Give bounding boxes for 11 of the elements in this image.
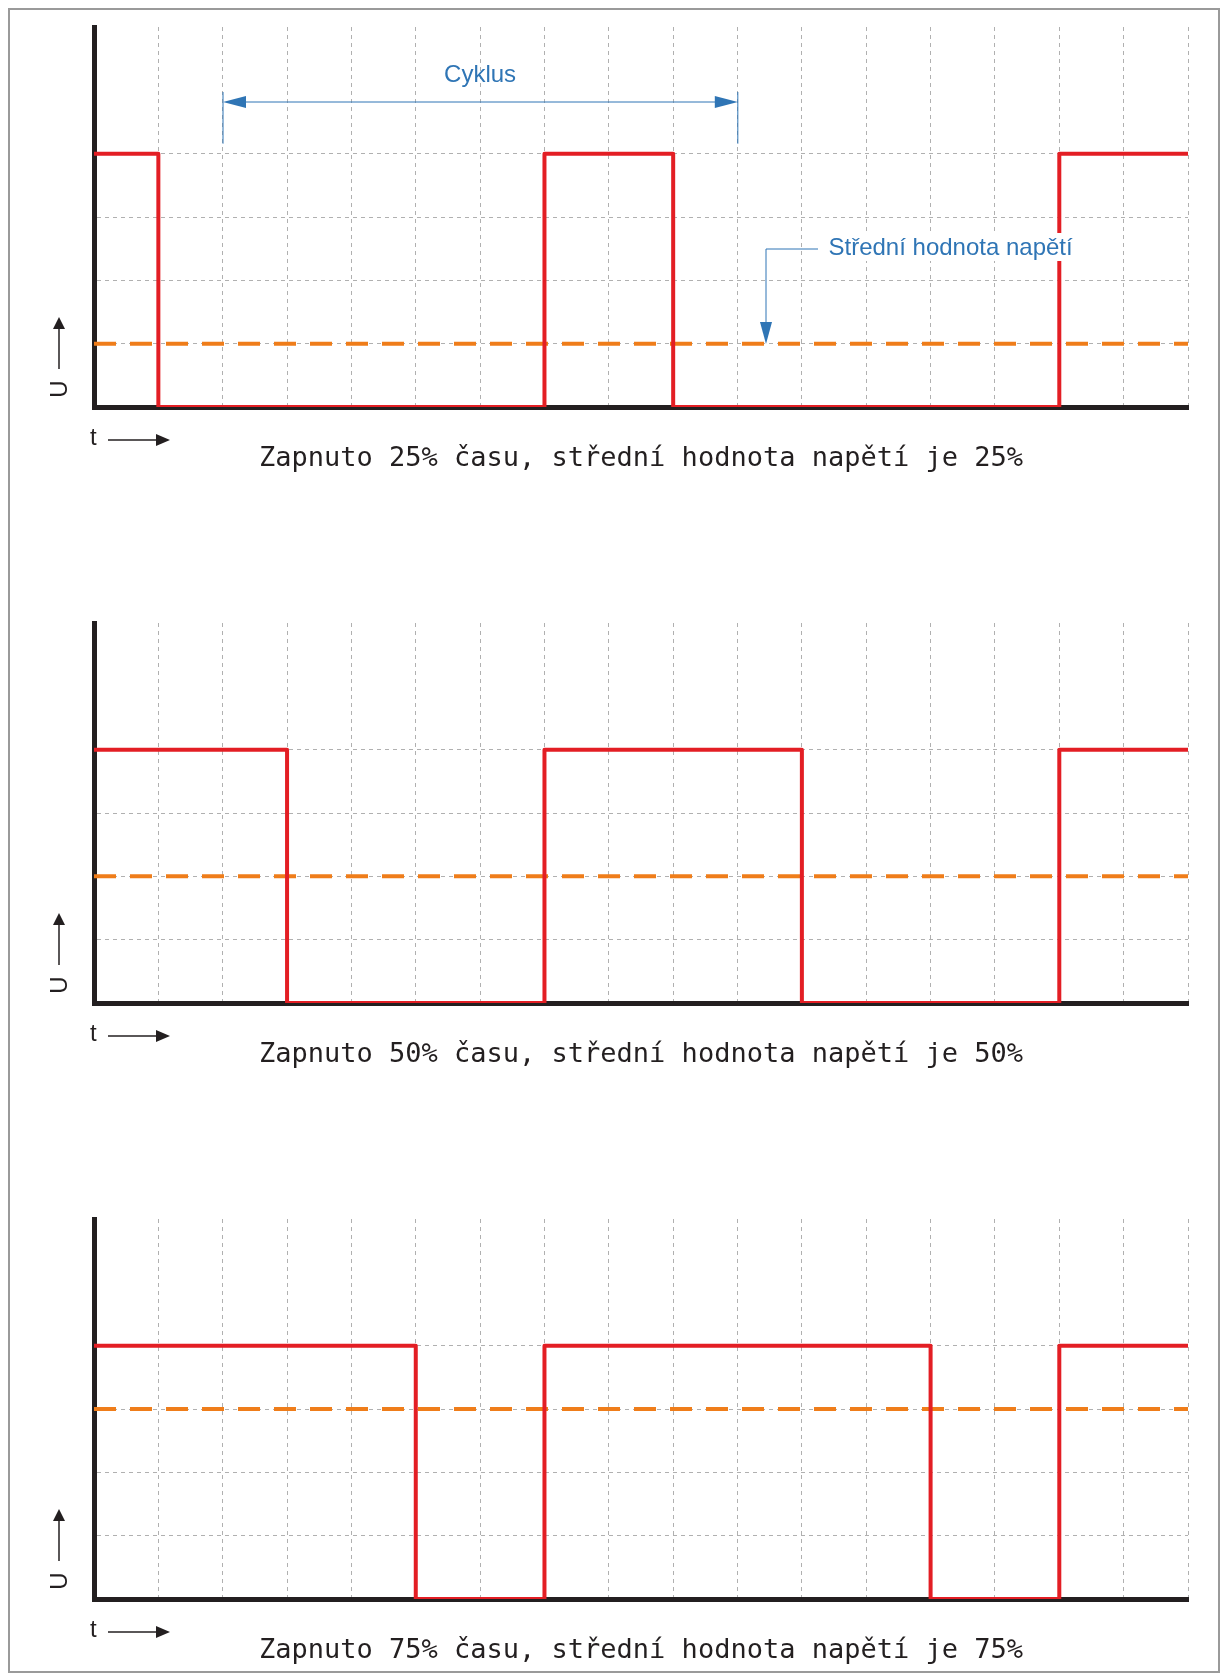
x-axis-title: t: [90, 423, 97, 451]
x-axis-title: t: [90, 1615, 97, 1643]
x-axis-title: t: [90, 1019, 97, 1047]
y-axis-title: U: [45, 975, 72, 996]
text: Zapnuto 50% času, střední hodnota napětí je 50%: [258, 1037, 1023, 1068]
y-axis-title: U: [45, 1571, 72, 1592]
text: Zapnuto 75% času, střední hodnota napětí je 75%: [258, 1633, 1023, 1664]
y-axis-title: U: [45, 379, 72, 400]
text: Cyklus: [443, 60, 518, 88]
annotation: Střední hodnota napětí: [826, 232, 1075, 261]
text: Zapnuto 25% času, střední hodnota napětí je 25%: [258, 441, 1023, 472]
